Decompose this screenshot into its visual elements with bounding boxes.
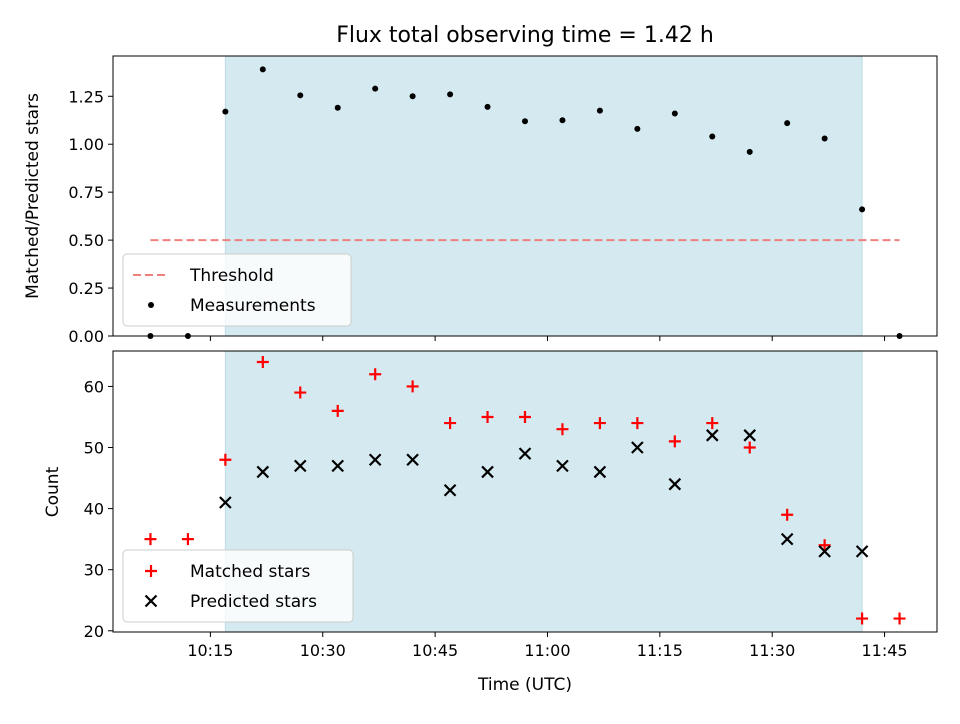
top-point-measurements-10 xyxy=(522,118,528,125)
top-y-tick-label-3: 0.75 xyxy=(68,183,104,202)
top-y-tick-label-5: 1.25 xyxy=(68,87,104,106)
bottom-axes-frame xyxy=(112,350,938,633)
x-tick-label-0: 10:15 xyxy=(187,641,233,660)
bottom-point-predicted-stars-14 xyxy=(743,429,757,442)
top-point-measurements-5 xyxy=(334,104,341,111)
top-point-measurements-12 xyxy=(596,107,603,114)
bottom-point-predicted-stars-2 xyxy=(293,459,307,473)
top-point-measurements-6 xyxy=(372,85,379,92)
bottom-point-matched-stars-14 xyxy=(668,435,681,448)
bottom-legend-label-0: Matched stars xyxy=(190,562,310,582)
x-tick-label-6: 11:45 xyxy=(862,641,908,660)
bottom-point-matched-stars-5 xyxy=(331,404,344,417)
bottom-point-predicted-stars-15 xyxy=(780,532,794,546)
bottom-point-matched-stars-8 xyxy=(444,417,457,430)
bottom-point-matched-stars-2 xyxy=(219,453,232,466)
bottom-point-matched-stars-7 xyxy=(406,380,419,393)
top-legend: Threshold Measurements xyxy=(122,253,352,327)
top-point-measurements-3 xyxy=(259,66,266,73)
top-panel: 0.00 0.25 0.50 0.75 1.00 1.25 Threshold Measure… xyxy=(68,55,938,346)
top-point-measurements-17 xyxy=(784,120,791,127)
x-tick-label-3: 11:00 xyxy=(524,641,570,660)
top-y-tick-label-2: 0.50 xyxy=(68,231,104,250)
top-point-measurements-2 xyxy=(222,108,229,115)
top-axes-frame xyxy=(112,55,938,337)
top-legend-label-1: Measurements xyxy=(190,296,316,316)
top-legend-box xyxy=(122,253,352,327)
top-y-tick-label-1: 0.25 xyxy=(68,279,104,298)
top-point-measurements-19 xyxy=(859,206,866,213)
bottom-point-matched-stars-17 xyxy=(781,508,794,521)
x-tick-label-5: 11:30 xyxy=(749,641,795,660)
top-y-tick-label-0: 0.00 xyxy=(68,327,104,346)
bottom-panel: 20 30 40 50 60 10:15 10:30 10:45 11:00 11:15 11:30… xyxy=(84,350,938,660)
bottom-point-predicted-stars-1 xyxy=(256,465,270,479)
bottom-point-predicted-stars-8 xyxy=(518,447,532,460)
bottom-point-matched-stars-10 xyxy=(519,410,531,423)
top-point-measurements-18 xyxy=(821,135,828,142)
top-point-measurements-9 xyxy=(484,103,491,110)
bottom-y-tick-label-0: 20 xyxy=(84,622,104,641)
bottom-point-matched-stars-16 xyxy=(743,441,756,454)
top-point-measurements-14 xyxy=(671,110,678,117)
top-point-measurements-8 xyxy=(447,91,454,98)
bottom-point-matched-stars-18 xyxy=(818,539,831,552)
bottom-point-predicted-stars-10 xyxy=(593,465,607,479)
bottom-point-predicted-stars-17 xyxy=(855,545,869,558)
bottom-point-predicted-stars-13 xyxy=(705,429,719,442)
bottom-y-tick-label-1: 30 xyxy=(84,561,104,580)
top-legend-marker-1 xyxy=(148,302,154,308)
x-tick-label-4: 11:15 xyxy=(637,641,683,660)
top-y-tick-label-4: 1.00 xyxy=(68,135,104,154)
bottom-point-matched-stars-15 xyxy=(706,417,719,430)
bottom-legend-label-1: Predicted stars xyxy=(190,592,317,612)
bottom-point-matched-stars-12 xyxy=(593,417,606,430)
bottom-point-matched-stars-1 xyxy=(181,533,194,546)
bottom-point-predicted-stars-4 xyxy=(368,453,382,467)
bottom-legend-box xyxy=(122,549,354,623)
top-point-measurements-16 xyxy=(746,148,753,155)
bottom-point-matched-stars-4 xyxy=(294,386,307,399)
top-point-measurements-15 xyxy=(709,133,716,140)
top-point-measurements-7 xyxy=(409,93,416,100)
bottom-point-predicted-stars-16 xyxy=(818,545,831,558)
bottom-point-predicted-stars-0 xyxy=(219,496,232,509)
x-tick-label-1: 10:30 xyxy=(300,641,346,660)
top-y-axis-label: Matched/Predicted stars xyxy=(23,93,43,299)
bottom-point-matched-stars-20 xyxy=(893,612,906,625)
bottom-y-tick-label-2: 40 xyxy=(84,500,104,519)
x-tick-label-2: 10:45 xyxy=(412,641,458,660)
bottom-point-predicted-stars-12 xyxy=(668,477,682,491)
chart-title: Flux total observing time = 1.42 h xyxy=(336,23,714,48)
bottom-point-matched-stars-6 xyxy=(369,368,382,381)
bottom-point-matched-stars-9 xyxy=(481,410,494,423)
bottom-legend-marker-1 xyxy=(144,594,158,608)
top-legend-label-0: Threshold xyxy=(189,266,274,286)
bottom-point-matched-stars-3 xyxy=(256,355,269,368)
bottom-point-matched-stars-0 xyxy=(144,533,157,546)
bottom-y-axis-label: Count xyxy=(43,466,63,517)
bottom-point-predicted-stars-6 xyxy=(443,484,457,497)
bottom-legend: Matched stars Predicted stars xyxy=(122,549,354,623)
bottom-point-predicted-stars-5 xyxy=(406,453,419,467)
bottom-point-matched-stars-19 xyxy=(856,612,869,625)
bottom-point-predicted-stars-3 xyxy=(331,459,345,473)
bottom-point-predicted-stars-9 xyxy=(556,459,569,473)
bottom-point-predicted-stars-11 xyxy=(631,441,644,454)
bottom-point-predicted-stars-7 xyxy=(481,465,494,479)
bottom-point-matched-stars-13 xyxy=(631,417,644,430)
bottom-y-tick-label-3: 50 xyxy=(84,439,104,458)
bottom-y-tick-label-4: 60 xyxy=(84,377,104,396)
top-point-measurements-4 xyxy=(297,92,304,99)
top-point-measurements-13 xyxy=(634,125,641,132)
top-point-measurements-11 xyxy=(559,117,566,124)
x-axis-label: Time (UTC) xyxy=(477,675,572,695)
bottom-point-matched-stars-11 xyxy=(556,423,569,436)
bottom-legend-marker-0 xyxy=(145,565,157,577)
